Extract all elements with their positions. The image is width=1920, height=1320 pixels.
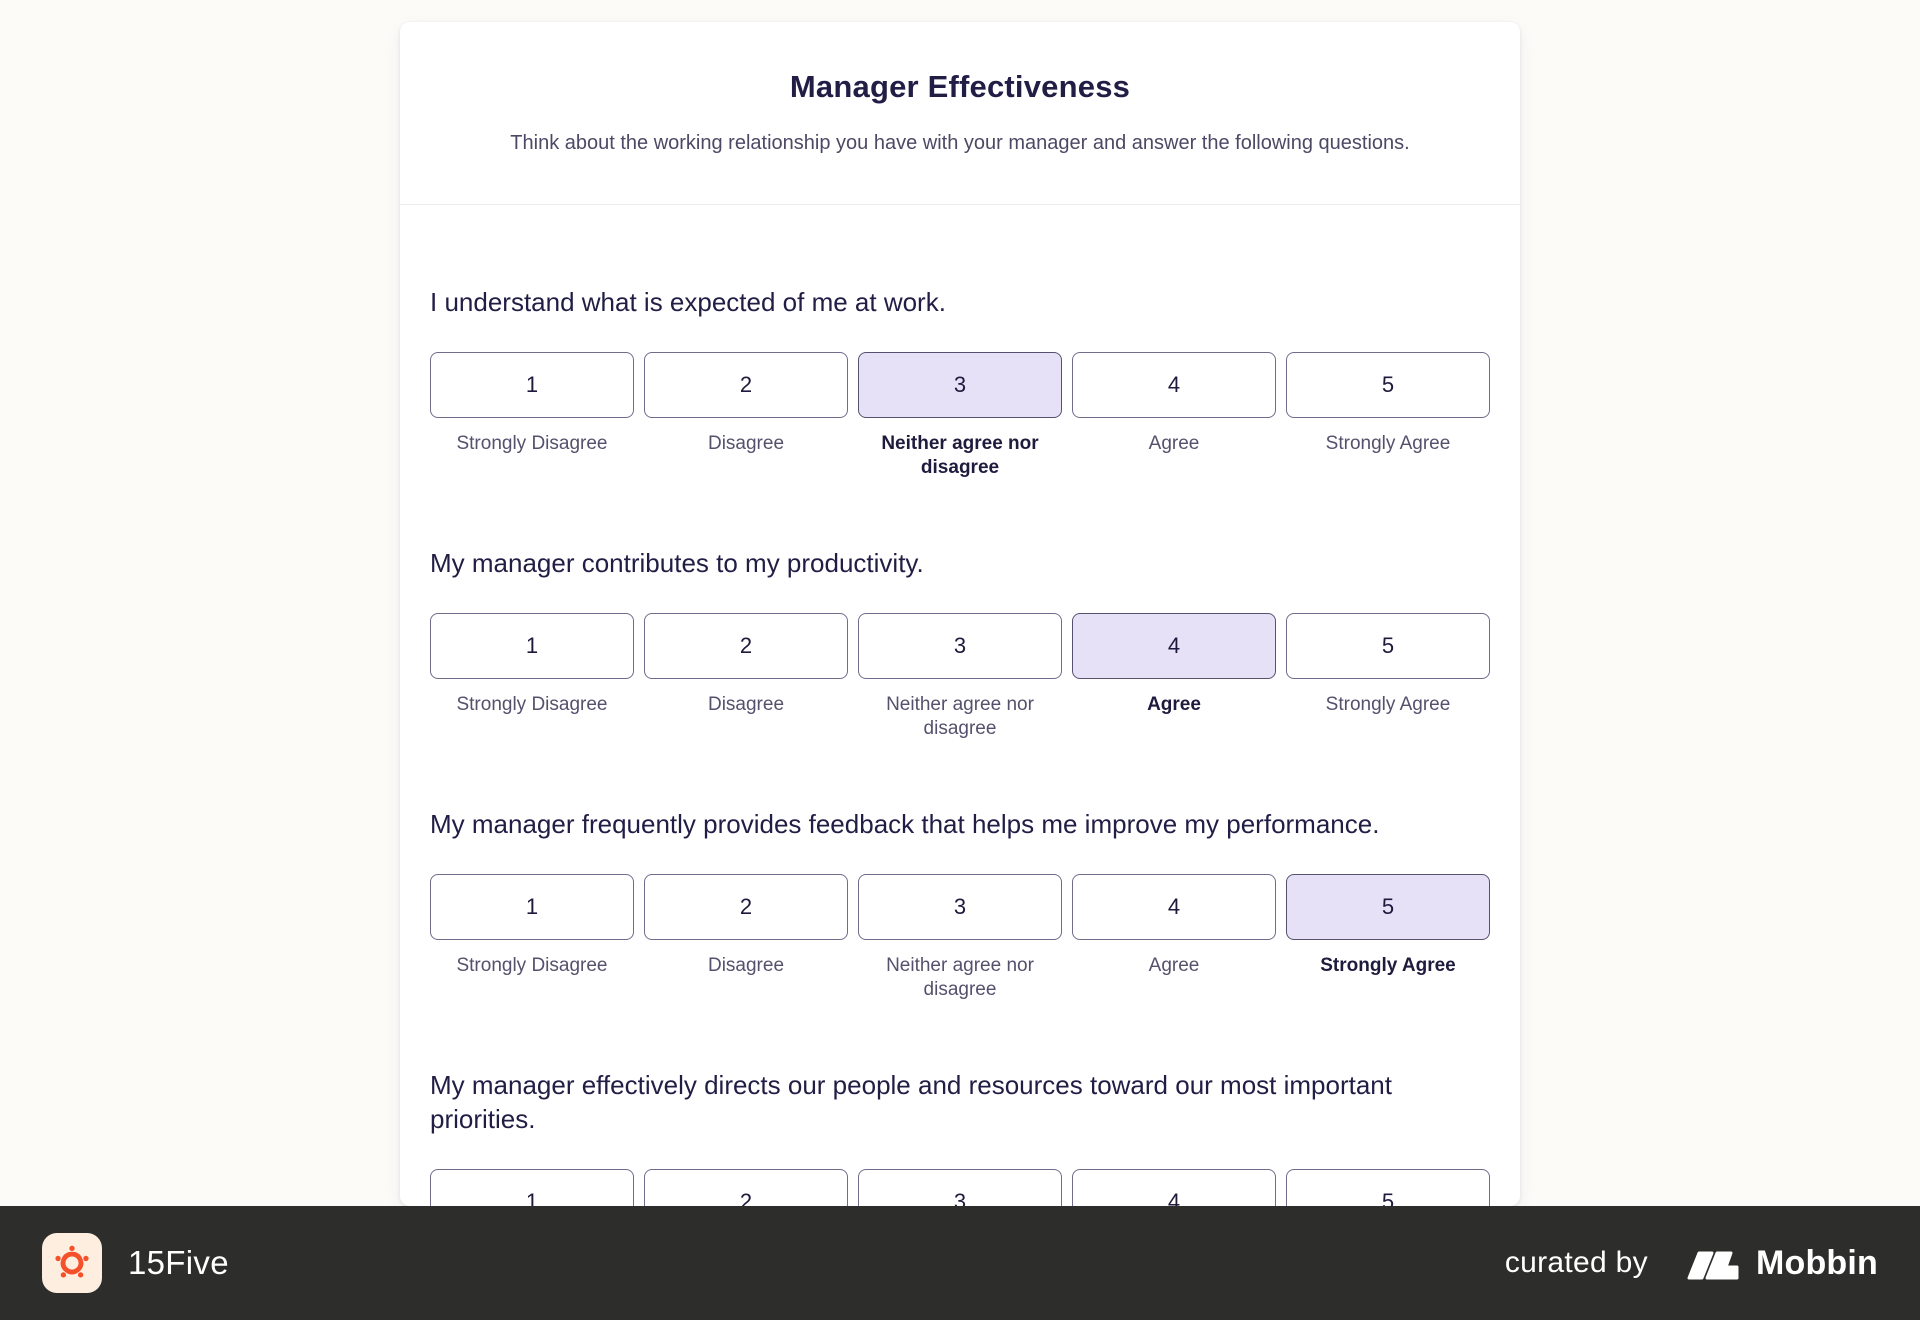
rating-button-3[interactable]: 3 — [858, 352, 1062, 418]
scale-label-neutral: Neither agree nor disagree — [881, 433, 1039, 478]
rating-button-1[interactable]: 1 — [430, 1169, 634, 1206]
question-block-1: I understand what is expected of me at w… — [430, 285, 1490, 480]
rating-button-4[interactable]: 4 — [1072, 352, 1276, 418]
rating-row: 1 2 3 4 5 — [430, 352, 1490, 418]
fifteenfive-pinwheel-icon — [55, 1245, 89, 1278]
rating-row: 1 2 3 4 5 — [430, 874, 1490, 940]
question-text: I understand what is expected of me at w… — [430, 287, 946, 317]
scale-labels-row: Strongly Disagree Disagree Neither agree… — [430, 693, 1490, 741]
rating-button-2[interactable]: 2 — [644, 874, 848, 940]
scale-label-strongly-disagree: Strongly Disagree — [456, 694, 608, 715]
question-text: My manager contributes to my productivit… — [430, 548, 924, 578]
rating-button-4[interactable]: 4 — [1072, 874, 1276, 940]
survey-header: Manager Effectiveness Think about the wo… — [400, 22, 1520, 205]
rating-button-4[interactable]: 4 — [1072, 613, 1276, 679]
rating-button-5[interactable]: 5 — [1286, 874, 1490, 940]
rating-button-5[interactable]: 5 — [1286, 613, 1490, 679]
scale-label-agree: Agree — [1148, 433, 1200, 454]
curator-name-text: Mobbin — [1755, 1243, 1878, 1282]
scale-label-strongly-disagree: Strongly Disagree — [456, 955, 608, 976]
rating-button-3[interactable]: 3 — [858, 1169, 1062, 1206]
rating-button-2[interactable]: 2 — [644, 1169, 848, 1206]
rating-row: 1 2 3 4 5 — [430, 613, 1490, 679]
scale-label-agree: Agree — [1148, 955, 1200, 976]
curated-by-text: curated by — [1504, 1246, 1648, 1279]
mobbin-logo-icon — [1687, 1251, 1739, 1280]
rating-button-1[interactable]: 1 — [430, 352, 634, 418]
scale-label-agree: Agree — [1147, 694, 1201, 715]
scale-label-disagree: Disagree — [707, 433, 785, 454]
survey-title: Manager Effectiveness — [789, 69, 1131, 104]
fifteenfive-logo-icon — [42, 1233, 102, 1293]
rating-row: 1 2 3 4 5 — [430, 1169, 1490, 1206]
rating-button-2[interactable]: 2 — [644, 613, 848, 679]
rating-button-3[interactable]: 3 — [858, 613, 1062, 679]
scale-label-strongly-agree: Strongly Agree — [1320, 955, 1456, 976]
scale-label-neutral: Neither agree nor disagree — [886, 955, 1034, 1000]
survey-body: I understand what is expected of me at w… — [400, 205, 1520, 1206]
curated-by-lockup: curated by Mobbin — [1505, 1244, 1878, 1283]
scale-label-strongly-agree: Strongly Agree — [1325, 433, 1451, 454]
question-block-4: My manager effectively directs our peopl… — [430, 1068, 1490, 1206]
question-text: My manager frequently provides feedback … — [430, 809, 1380, 839]
scale-label-disagree: Disagree — [707, 694, 785, 715]
scale-labels-row: Strongly Disagree Disagree Neither agree… — [430, 954, 1490, 1002]
rating-button-3[interactable]: 3 — [858, 874, 1062, 940]
brand-lockup: 15Five — [42, 1233, 229, 1293]
rating-button-4[interactable]: 4 — [1072, 1169, 1276, 1206]
survey-description: Think about the working relationship you… — [510, 132, 1410, 154]
rating-button-1[interactable]: 1 — [430, 613, 634, 679]
scale-label-strongly-agree: Strongly Agree — [1325, 694, 1451, 715]
rating-button-5[interactable]: 5 — [1286, 352, 1490, 418]
scale-labels-row: Strongly Disagree Disagree Neither agree… — [430, 432, 1490, 480]
branding-footer-bar: 15Five curated by Mobbin — [0, 1206, 1920, 1320]
scale-label-strongly-disagree: Strongly Disagree — [456, 433, 608, 454]
scale-label-disagree: Disagree — [707, 955, 785, 976]
scale-label-neutral: Neither agree nor disagree — [886, 694, 1034, 739]
rating-button-1[interactable]: 1 — [430, 874, 634, 940]
rating-button-2[interactable]: 2 — [644, 352, 848, 418]
rating-button-5[interactable]: 5 — [1286, 1169, 1490, 1206]
question-block-2: My manager contributes to my productivit… — [430, 546, 1490, 741]
question-text: My manager effectively directs our peopl… — [430, 1070, 1392, 1134]
question-block-3: My manager frequently provides feedback … — [430, 807, 1490, 1002]
brand-name-text: 15Five — [128, 1244, 229, 1281]
survey-card: Manager Effectiveness Think about the wo… — [400, 22, 1520, 1206]
